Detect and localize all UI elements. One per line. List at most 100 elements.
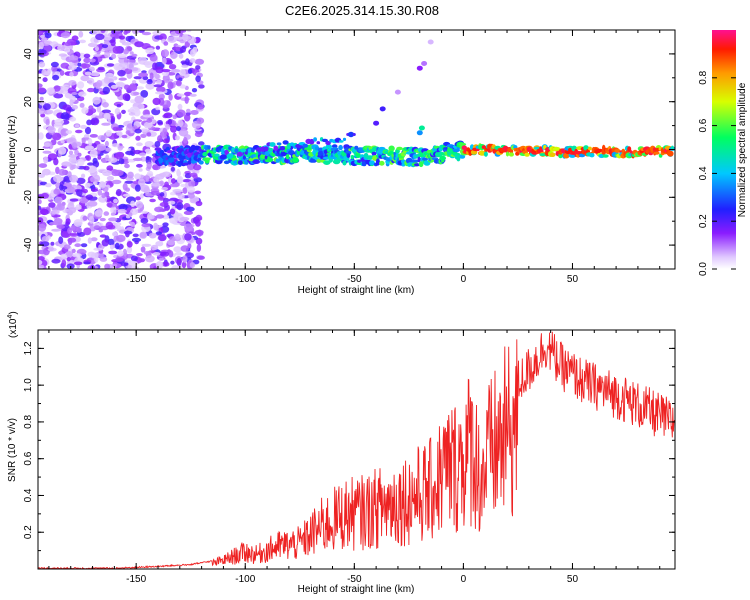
snr-y-multiplier: (x104): [7, 311, 19, 338]
band-blob: [369, 160, 375, 166]
noise-blob: [131, 266, 140, 269]
noise-blob: [161, 69, 171, 73]
band-blob: [426, 149, 431, 154]
band-blob: [180, 155, 187, 160]
noise-blob: [77, 152, 82, 157]
noise-blob: [179, 84, 186, 89]
noise-blob: [67, 237, 73, 246]
noise-blob: [81, 107, 89, 114]
noise-blob: [172, 114, 177, 120]
noise-blob: [58, 168, 66, 176]
noise-blob: [51, 228, 61, 232]
noise-blob: [87, 251, 96, 258]
noise-blob: [93, 174, 101, 182]
noise-blob: [53, 92, 64, 99]
snr-multiplier-base: (x10: [8, 318, 19, 338]
noise-blob: [116, 104, 122, 108]
noise-blob: [83, 165, 90, 171]
noise-blob: [135, 135, 141, 141]
snr-y-ticks: 0.2 0.4 0.6 0.8 1.0 1.2: [23, 341, 675, 552]
noise-blob: [131, 53, 138, 58]
noise-blob: [89, 134, 98, 138]
noise-blob: [74, 124, 80, 128]
branch-blob: [248, 148, 252, 154]
noise-blob: [83, 57, 91, 64]
noise-blob: [170, 260, 175, 265]
band-blob: [371, 151, 377, 157]
noise-blob: [107, 238, 115, 246]
figure-title: C2E6.2025.314.15.30.R08: [285, 3, 439, 18]
noise-blob: [62, 104, 72, 111]
noise-blob: [154, 91, 165, 95]
noise-blob: [97, 189, 103, 196]
noise-blob: [179, 69, 186, 77]
noise-blob: [89, 58, 96, 63]
noise-blob: [174, 233, 181, 240]
branch-blob: [287, 144, 291, 150]
noise-blob: [105, 147, 112, 152]
noise-blob: [43, 142, 51, 148]
noise-blob: [108, 250, 118, 255]
noise-blob: [155, 241, 164, 247]
noise-blob: [38, 83, 43, 88]
noise-blob: [188, 180, 196, 188]
noise-blob: [112, 231, 118, 237]
noise-blob: [125, 187, 130, 192]
band-blob: [552, 146, 561, 151]
noise-blob: [143, 250, 152, 255]
noise-blob: [115, 222, 122, 226]
noise-blob: [95, 46, 99, 52]
noise-blob: [176, 170, 182, 177]
noise-blob: [168, 63, 177, 70]
noise-blob: [50, 209, 60, 215]
noise-blob: [117, 53, 127, 58]
noise-blob: [73, 261, 83, 266]
svg-text:(x104): (x104): [7, 311, 19, 338]
spectrogram-x-tick-label: -50: [347, 274, 362, 285]
noise-blob: [99, 217, 106, 222]
noise-blob: [110, 84, 118, 89]
noise-blob: [122, 193, 131, 197]
noise-blob: [196, 117, 205, 124]
noise-blob: [159, 33, 167, 41]
noise-blob: [114, 108, 121, 115]
noise-blob: [146, 132, 152, 137]
noise-blob: [81, 63, 91, 69]
noise-blob: [125, 130, 131, 135]
noise-blob: [176, 175, 184, 184]
noise-blob: [61, 161, 72, 167]
branch-blob: [244, 151, 248, 155]
noise-blob: [60, 31, 71, 39]
noise-blob: [123, 48, 129, 55]
noise-blob: [47, 126, 56, 133]
noise-blob: [97, 66, 105, 71]
noise-blob: [78, 91, 87, 97]
noise-blob: [179, 46, 186, 53]
band-blob: [187, 160, 192, 165]
noise-blob: [86, 119, 92, 126]
noise-blob: [136, 253, 143, 257]
band-blob: [563, 152, 570, 159]
branch-feature: [373, 120, 380, 126]
noise-blob: [94, 209, 103, 217]
noise-blob: [67, 207, 77, 214]
noise-blob: [121, 109, 126, 114]
noise-blob: [60, 128, 69, 137]
noise-blob: [106, 63, 115, 67]
noise-blob: [43, 40, 53, 44]
noise-blob: [42, 168, 51, 176]
noise-blob: [143, 121, 153, 129]
noise-blob: [195, 214, 203, 221]
noise-blob: [101, 109, 111, 114]
noise-blob: [168, 93, 173, 101]
branch-feature: [394, 89, 401, 95]
band-blob: [187, 152, 192, 158]
noise-blob: [40, 192, 50, 199]
band-blob: [346, 153, 351, 159]
colorbar-tick-label: 0.8: [698, 70, 709, 84]
noise-blob: [161, 49, 170, 58]
band-blob: [653, 151, 660, 155]
noise-blob: [194, 190, 202, 195]
noise-blob: [184, 114, 191, 122]
noise-blob: [89, 149, 98, 158]
